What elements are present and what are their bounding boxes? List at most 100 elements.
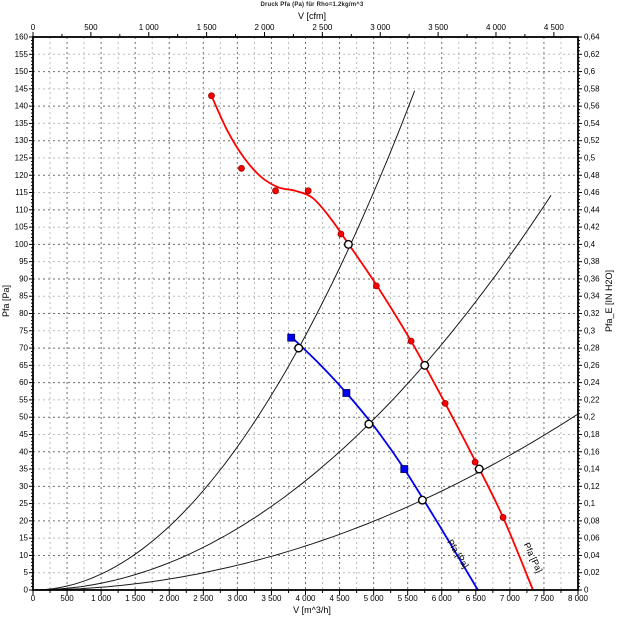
tick-label: 80: [19, 309, 28, 318]
top-axis-label: V [cfm]: [297, 11, 326, 21]
tick-label: 2 500: [193, 594, 214, 603]
tick-label: 1 500: [197, 23, 218, 32]
tick-label: 140: [15, 102, 29, 111]
chart-title: Druck Pfa (Pa) für Rho=1.2kg/m^3: [260, 2, 364, 8]
tick-label: 120: [15, 171, 29, 180]
tick-label: 0,48: [584, 171, 600, 180]
tick-label: 0,16: [584, 447, 600, 456]
tick-label: 70: [19, 344, 28, 353]
tick-label: 15: [19, 534, 28, 543]
data-point-marker: [208, 92, 215, 100]
tick-label: 30: [19, 482, 28, 491]
tick-label: 0,52: [584, 136, 600, 145]
tick-label: 0,56: [584, 102, 600, 111]
tick-label: 0,34: [584, 292, 600, 301]
tick-label: 0,42: [584, 223, 600, 232]
tick-label: 85: [19, 292, 28, 301]
tick-label: 0,54: [584, 119, 600, 128]
tick-label: 0,2: [584, 413, 596, 422]
tick-label: 0,18: [584, 430, 600, 439]
tick-label: 0,06: [584, 534, 600, 543]
tick-label: 0,46: [584, 188, 600, 197]
operating-point-marker: [417, 495, 427, 505]
tick-label: 0: [31, 594, 36, 603]
data-point-marker: [304, 187, 312, 195]
tick-label: 115: [15, 188, 28, 197]
operating-point-marker: [343, 239, 353, 249]
tick-label: 0,14: [584, 465, 600, 474]
tick-label: 0,04: [584, 551, 600, 560]
tick-label: 2 500: [312, 23, 333, 32]
tick-label: 20: [19, 516, 28, 525]
tick-label: 135: [15, 119, 29, 128]
data-point-marker: [287, 333, 296, 342]
tick-label: 1 000: [139, 23, 160, 32]
operating-point-marker: [474, 464, 484, 474]
tick-label: 1 500: [125, 594, 146, 603]
tick-label: 7 000: [500, 594, 521, 603]
tick-label: 0,08: [584, 516, 600, 525]
tick-label: 0,64: [584, 33, 600, 42]
tick-label: 0,12: [584, 482, 600, 491]
tick-label: 0: [31, 23, 36, 32]
right-axis: 0,64 0,62 0,6 0,58 0,56 0,54 0,52 0,5 0,48 0,46 0,…: [578, 33, 600, 595]
tick-label: 4 000: [295, 594, 316, 603]
tick-label: 35: [19, 465, 28, 474]
left-axis: 1601551501451401351301251201151101051009…: [15, 33, 33, 595]
tick-label: 4 500: [544, 23, 565, 32]
data-point-marker: [372, 282, 380, 290]
tick-label: 45: [19, 430, 28, 439]
tick-label: 110: [15, 205, 28, 214]
system-curve-3: [32, 413, 579, 591]
tick-label: 65: [19, 361, 28, 370]
tick-label: 0,28: [584, 344, 600, 353]
tick-label: 105: [15, 223, 29, 232]
tick-label: 100: [15, 240, 29, 249]
tick-label: 95: [19, 257, 28, 266]
bottom-axis: 0 500 1 000 1 500 2 000 2 500 3 000 3 500 4 000 4…: [31, 590, 589, 603]
data-point-marker: [407, 337, 415, 345]
tick-label: 150: [15, 67, 29, 76]
tick-label: 40: [19, 447, 28, 456]
data-point-marker: [471, 458, 479, 466]
top-axis: 0 500 1 000 1 500 2 000 2 500 3 000 3 500 4 000 4…: [31, 23, 565, 37]
data-point-marker: [342, 389, 351, 397]
data-point-marker: [499, 514, 507, 521]
tick-label: 2 000: [159, 594, 180, 603]
tick-label: 160: [15, 33, 29, 42]
tick-label: 2 000: [254, 23, 275, 32]
tick-label: 125: [15, 153, 29, 162]
tick-label: 500: [84, 23, 98, 32]
tick-label: 0,22: [584, 395, 600, 404]
tick-label: 0,5: [584, 153, 596, 162]
data-point-marker: [238, 164, 245, 172]
curve-label: Pfa [Pa]: [445, 538, 470, 570]
tick-label: 6 000: [432, 594, 453, 603]
operating-point-marker: [364, 419, 374, 429]
system-curve-1: [32, 90, 415, 591]
tick-label: 0,32: [584, 309, 600, 318]
bottom-axis-label: V [m^3/h]: [293, 605, 331, 615]
tick-label: 4 500: [330, 594, 351, 603]
tick-label: 5 000: [364, 594, 385, 603]
tick-label: 0,58: [584, 84, 600, 93]
system-curve-2: [32, 195, 552, 591]
tick-label: 60: [19, 378, 28, 387]
tick-label: 10: [19, 551, 28, 560]
tick-label: 0,4: [584, 240, 596, 249]
tick-label: 0,26: [584, 361, 600, 370]
system-curves: [32, 90, 579, 591]
tick-label: 0,36: [584, 274, 600, 283]
tick-label: 3 000: [227, 594, 248, 603]
tick-label: 25: [19, 499, 28, 508]
tick-label: 3 000: [370, 23, 391, 32]
tick-label: 0: [584, 586, 589, 595]
fan-curve-low-speed: Pfa [Pa]: [287, 333, 479, 591]
tick-label: 75: [19, 326, 28, 335]
tick-label: 0,02: [584, 568, 600, 577]
tick-label: 1 000: [91, 594, 112, 603]
tick-label: 6 500: [466, 594, 487, 603]
tick-label: 55: [19, 395, 28, 404]
tick-label: 0,1: [584, 499, 596, 508]
